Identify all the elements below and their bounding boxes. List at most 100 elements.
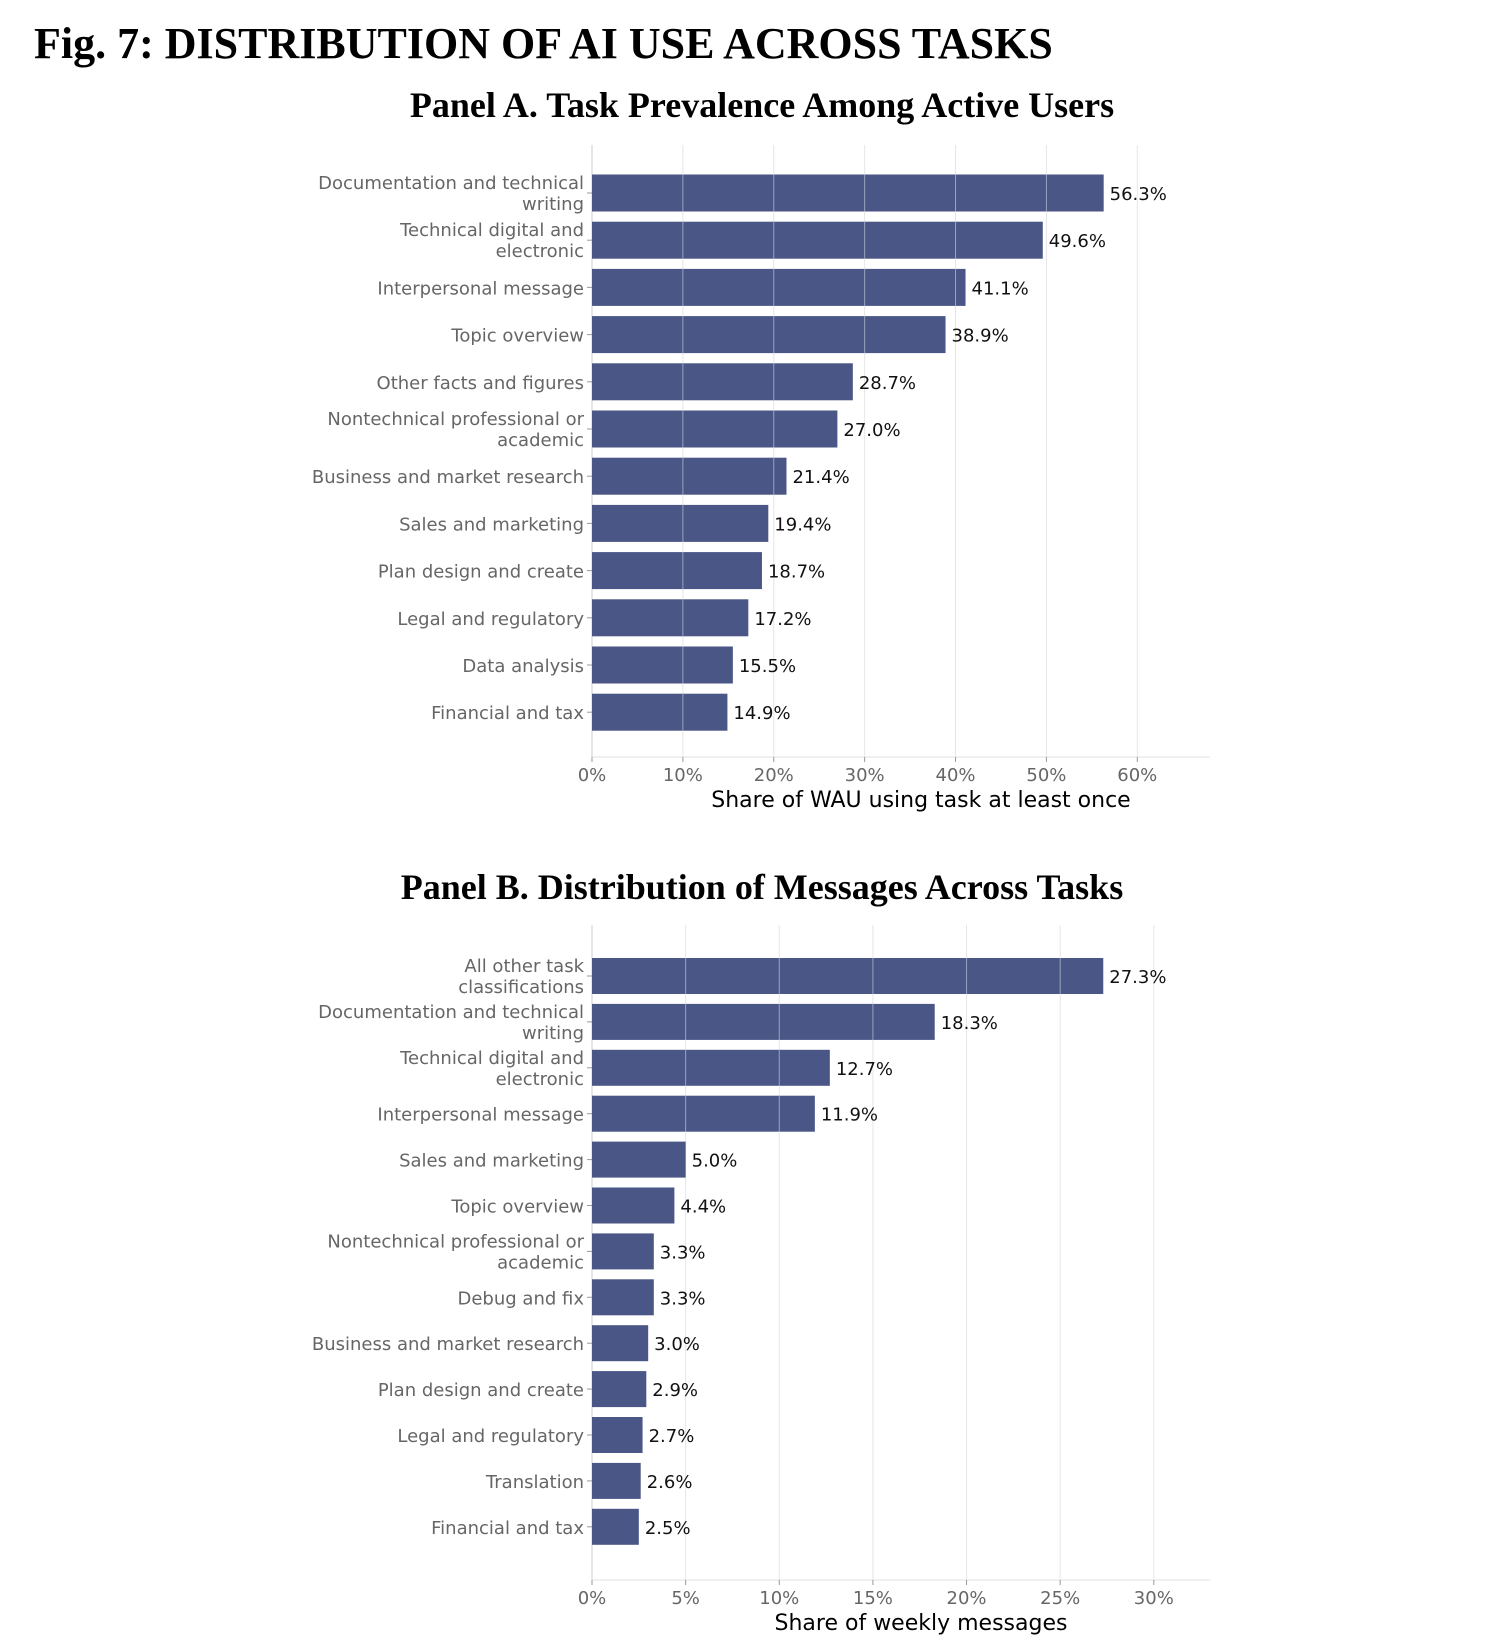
category-label: electronic [496, 241, 584, 262]
bar [592, 504, 769, 542]
bar-value-label: 12.7% [836, 1059, 893, 1080]
category-label: Documentation and technical [318, 173, 584, 194]
bar [592, 1462, 641, 1499]
bar [592, 410, 838, 448]
bar-value-label: 2.7% [649, 1426, 695, 1447]
x-tick-label: 60% [1117, 765, 1157, 786]
bar-value-label: 18.3% [941, 1013, 998, 1034]
category-label: Business and market research [312, 1334, 584, 1355]
bar [592, 693, 728, 731]
bar-value-label: 21.4% [792, 467, 849, 488]
bar-value-label: 49.6% [1049, 231, 1106, 252]
bar [592, 1508, 639, 1545]
x-tick-label: 10% [759, 1588, 799, 1609]
category-label: academic [497, 430, 584, 451]
bar-value-label: 19.4% [774, 514, 831, 535]
bar-value-label: 15.5% [739, 656, 796, 677]
category-label: academic [497, 1252, 584, 1273]
category-label: writing [522, 194, 584, 215]
panel-a-title: Panel A. Task Prevalence Among Active Us… [409, 85, 1115, 125]
bar-value-label: 17.2% [754, 609, 811, 630]
bar-value-label: 28.7% [859, 373, 916, 394]
bar-value-label: 3.3% [660, 1288, 706, 1309]
category-label: Debug and fix [458, 1288, 585, 1309]
bar [592, 1049, 830, 1086]
bar [592, 1095, 815, 1132]
bar [592, 221, 1043, 259]
category-label: Sales and marketing [399, 1151, 584, 1172]
bar [592, 457, 787, 495]
bar [592, 316, 946, 354]
panel-b-title: Panel B. Distribution of Messages Across… [400, 867, 1124, 907]
x-tick-label: 30% [845, 765, 885, 786]
bar [592, 1141, 686, 1178]
panel-b-bar-chart: 27.3% 18.3% 12.7% 11.9% 5.0% 4.4% 3.3% 3.3% 3.0%… [312, 925, 1210, 1636]
category-label: Nontechnical professional or [327, 409, 584, 430]
category-label: Plan design and create [378, 562, 584, 583]
bar-value-label: 2.5% [645, 1518, 691, 1539]
bar [592, 1279, 654, 1316]
category-label: Legal and regulatory [397, 1426, 584, 1447]
bar [592, 1325, 649, 1362]
bar-value-label: 5.0% [692, 1151, 738, 1172]
x-tick-label: 25% [1040, 1588, 1080, 1609]
x-axis-title: Share of weekly messages [775, 1611, 1068, 1636]
category-label: Legal and regulatory [397, 609, 584, 630]
x-tick-label: 0% [578, 765, 607, 786]
x-tick-label: 5% [671, 1588, 700, 1609]
x-tick-label: 15% [853, 1588, 893, 1609]
x-tick-label: 40% [936, 765, 976, 786]
figure-title: Fig. 7: DISTRIBUTION OF AI USE ACROSS TA… [34, 19, 1053, 68]
bar [592, 1003, 935, 1040]
bar [592, 958, 1104, 994]
bar-value-label: 3.0% [654, 1334, 700, 1355]
bar-value-label: 27.3% [1109, 967, 1166, 988]
bar-value-label: 38.9% [952, 326, 1009, 347]
bar-value-label: 56.3% [1110, 184, 1167, 205]
bar-value-label: 3.3% [660, 1242, 706, 1263]
bar-value-label: 11.9% [821, 1105, 878, 1126]
x-tick-label: 20% [754, 765, 794, 786]
category-label: All other task [464, 956, 584, 977]
x-tick-label: 0% [578, 1588, 607, 1609]
bar [592, 1233, 654, 1270]
category-label: Documentation and technical [318, 1002, 584, 1023]
category-label: Data analysis [462, 656, 584, 677]
category-label: Topic overview [450, 326, 584, 347]
category-label: Financial and tax [431, 703, 584, 724]
category-label: Technical digital and [399, 220, 584, 241]
x-tick-label: 50% [1026, 765, 1066, 786]
x-tick-label: 30% [1134, 1588, 1174, 1609]
category-label: classifications [458, 977, 584, 998]
category-label: electronic [496, 1069, 584, 1090]
category-label: Topic overview [450, 1197, 584, 1218]
panel-a-bar-chart: 56.3% 49.6% 41.1% 38.9% 28.7% 27.0% 21.4% 19.4%… [312, 145, 1210, 813]
bar-value-label: 2.6% [647, 1472, 693, 1493]
bar [592, 363, 853, 401]
category-label: writing [522, 1023, 584, 1044]
bar-value-label: 18.7% [768, 562, 825, 583]
bar-value-label: 4.4% [680, 1197, 726, 1218]
category-label: Nontechnical professional or [327, 1231, 584, 1252]
bar [592, 599, 749, 637]
category-label: Financial and tax [431, 1518, 584, 1539]
bar-value-label: 2.9% [652, 1380, 698, 1401]
category-label: Technical digital and [399, 1048, 584, 1069]
x-axis-title: Share of WAU using task at least once [711, 788, 1130, 813]
category-label: Interpersonal message [377, 1105, 584, 1126]
bar [592, 1187, 675, 1224]
category-label: Translation [485, 1472, 584, 1493]
category-label: Plan design and create [378, 1380, 584, 1401]
bar-value-label: 14.9% [733, 703, 790, 724]
bar [592, 646, 733, 684]
category-label: Business and market research [312, 467, 584, 488]
x-tick-label: 10% [663, 765, 703, 786]
bar [592, 1417, 643, 1453]
bar [592, 174, 1104, 212]
bar-value-label: 27.0% [843, 420, 900, 441]
category-label: Interpersonal message [377, 278, 584, 299]
category-label: Sales and marketing [399, 514, 584, 535]
x-tick-label: 20% [947, 1588, 987, 1609]
bar-value-label: 41.1% [972, 278, 1029, 299]
bar [592, 268, 966, 306]
